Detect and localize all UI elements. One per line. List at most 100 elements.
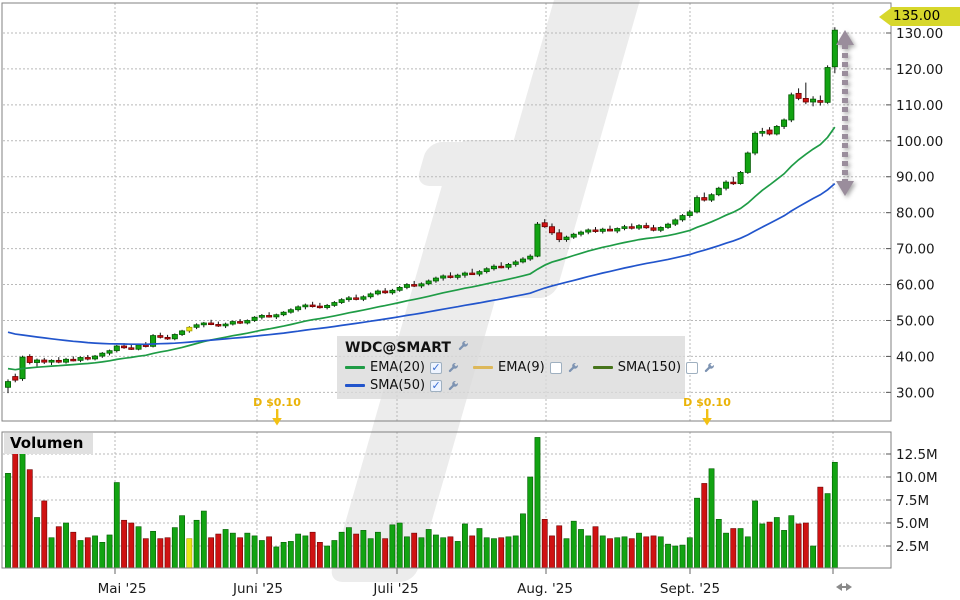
candle-body <box>577 231 584 235</box>
volume-bar <box>237 537 243 569</box>
candle-body <box>258 315 265 318</box>
indicator-checkbox[interactable]: ✓ <box>430 379 443 392</box>
volume-bar <box>585 535 592 569</box>
candle-body <box>121 345 128 349</box>
indicator-checkbox[interactable] <box>686 361 699 374</box>
candle-body <box>179 330 186 335</box>
candle-body <box>26 356 33 363</box>
last-price-tag: 135.00 <box>879 7 960 26</box>
candle-body <box>527 255 534 260</box>
candle-body <box>244 320 251 324</box>
volume-bar <box>280 542 287 569</box>
volume-bar <box>795 523 802 569</box>
volume-bar <box>701 483 708 569</box>
candle-body <box>650 227 657 231</box>
volume-tick-label: 5.0M <box>896 516 929 532</box>
legend-item: SMA(150) <box>592 360 715 375</box>
candle-body <box>483 268 490 273</box>
legend-item: SMA(50) ✓ <box>345 378 459 393</box>
volume-bar <box>229 532 236 569</box>
volume-bar <box>128 522 135 569</box>
settings-icon[interactable] <box>447 362 459 374</box>
volume-bar <box>788 515 795 569</box>
candle-body <box>403 284 410 288</box>
volume-bar <box>505 536 512 569</box>
volume-bar <box>244 532 251 569</box>
settings-icon[interactable] <box>703 362 715 374</box>
settings-icon[interactable] <box>457 340 469 356</box>
volume-bar <box>171 527 178 569</box>
volume-tick-label: 7.5M <box>896 493 929 509</box>
volume-bar <box>63 522 69 569</box>
candle-body <box>599 228 606 232</box>
measure-arrow[interactable] <box>836 30 854 196</box>
candle-body <box>737 172 744 184</box>
candle-body <box>672 219 679 225</box>
volume-bar <box>338 531 345 569</box>
volume-bar <box>77 540 84 569</box>
volume-bar <box>411 532 418 569</box>
dividend-marker[interactable]: D $0.10 <box>677 396 737 426</box>
indicator-label: EMA(20) <box>370 360 426 375</box>
indicator-checkbox[interactable] <box>549 361 562 374</box>
volume-bar <box>578 529 584 569</box>
candle-body <box>824 67 831 103</box>
settings-icon[interactable] <box>447 380 459 392</box>
volume-bar <box>708 468 715 569</box>
candle-body <box>142 344 149 347</box>
volume-bar <box>563 538 570 569</box>
candle-body <box>759 131 766 134</box>
candle-body <box>679 215 686 221</box>
candle-body <box>309 304 316 308</box>
candle-body <box>744 152 751 173</box>
legend-item: EMA(9) <box>473 360 579 375</box>
volume-bar <box>92 535 98 569</box>
candle-body <box>461 272 468 276</box>
settings-icon[interactable] <box>457 340 469 352</box>
volume-bar <box>810 545 816 569</box>
symbol-title: WDC@SMART <box>345 340 451 356</box>
volume-bar <box>483 537 490 569</box>
indicator-checkbox[interactable]: ✓ <box>430 361 443 374</box>
candle-body <box>686 211 693 216</box>
volume-bar <box>222 529 229 569</box>
candle-body <box>469 272 476 276</box>
volume-bar <box>48 537 55 569</box>
volume-bar <box>324 545 331 569</box>
volume-bar <box>773 517 780 569</box>
candle-body <box>208 322 215 325</box>
candle-body <box>556 232 563 241</box>
volume-bar <box>643 536 650 569</box>
candle-body <box>367 293 374 298</box>
pan-handle-icon[interactable] <box>835 580 853 594</box>
candle-body <box>63 358 70 363</box>
volume-bar <box>665 543 671 569</box>
volume-bar <box>121 519 127 569</box>
candle-body <box>447 275 454 278</box>
candle-body <box>5 381 11 388</box>
candle-body <box>723 181 730 189</box>
volume-bar <box>360 530 367 569</box>
candle-body <box>425 280 432 285</box>
candle-body <box>106 350 113 354</box>
volume-bar <box>650 535 657 569</box>
price-tick-label: 70.00 <box>896 242 935 258</box>
volume-bar <box>679 544 686 569</box>
volume-bar <box>512 535 519 569</box>
indicator-color-swatch <box>345 366 365 369</box>
candle-body <box>512 261 519 265</box>
candle-body <box>389 289 396 294</box>
volume-bar <box>737 528 744 569</box>
dividend-arrow-icon <box>272 409 282 426</box>
dividend-marker[interactable]: D $0.10 <box>247 396 307 426</box>
settings-icon[interactable] <box>567 362 579 374</box>
price-tag-arrow-icon <box>879 7 891 26</box>
candle-body <box>657 227 664 231</box>
volume-bar <box>258 540 265 569</box>
volume-bar <box>367 538 374 569</box>
candle-body <box>324 304 331 308</box>
volume-bar <box>628 538 635 569</box>
volume-bar <box>556 525 563 569</box>
